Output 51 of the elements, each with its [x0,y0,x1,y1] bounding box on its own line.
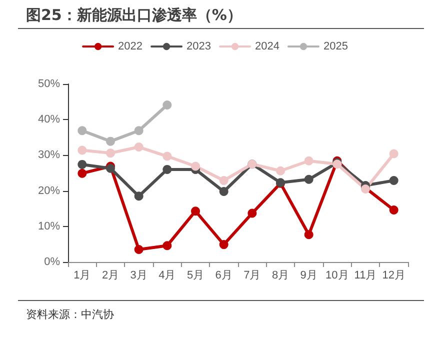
point [78,146,87,155]
x-tick-label: 6月 [215,270,232,282]
point [106,148,115,158]
point [162,100,172,110]
x-tick-label: 1月 [74,270,91,282]
chart-title: 图25：新能源出口渗透率（%） [18,6,424,29]
x-tick-label: 4月 [158,270,176,282]
point [162,241,172,250]
point [106,136,115,146]
x-tick-label: 10月 [326,270,349,282]
y-tick-label: 40% [38,114,60,126]
x-tick-label: 3月 [130,270,148,282]
y-tick-label: 0% [44,256,60,268]
point [191,206,200,216]
point [219,240,228,250]
y-tick-label: 50% [38,78,60,90]
x-tick-label: 5月 [186,270,204,282]
point [78,168,87,178]
point [219,176,228,185]
x-tick-label: 7月 [244,270,261,282]
point [276,166,285,176]
point [162,164,172,174]
point [162,152,172,161]
point [304,174,314,184]
legend-label: 2024 [255,40,280,52]
legend-label: 2023 [186,40,212,52]
x-tick-label: 8月 [272,270,290,282]
text: 资料来源：中汽协 [18,300,424,322]
x-tick-label: 2月 [102,270,120,282]
point [389,176,398,185]
point [134,142,144,152]
point [134,192,144,201]
point [389,206,398,215]
point [219,187,228,196]
point [248,208,257,218]
point [191,162,200,171]
point [78,160,87,169]
point [389,149,398,158]
point [78,126,87,136]
x-tick-label: 12月 [382,270,406,282]
point [304,156,314,166]
point [304,230,314,240]
point [134,126,144,136]
x-tick-label: 9月 [300,270,318,282]
y-tick-label: 30% [38,149,60,162]
legend-label: 2022 [118,40,143,52]
x-tick-label: 11月 [354,270,377,282]
legend-label: 2025 [323,40,348,52]
y-tick-label: 20% [38,184,60,197]
y-tick-label: 10% [38,220,60,232]
point [134,245,144,254]
